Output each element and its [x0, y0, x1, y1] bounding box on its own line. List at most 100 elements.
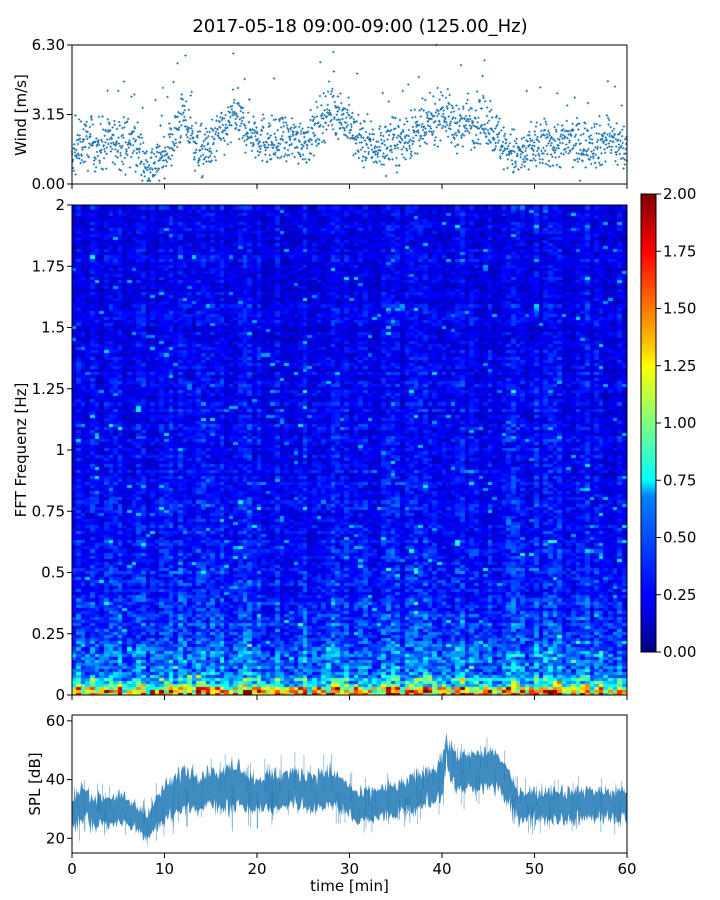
wind-point: [210, 152, 213, 155]
wind-point: [604, 160, 607, 163]
wind-point: [247, 111, 250, 114]
wind-point: [577, 138, 580, 142]
wind-point: [515, 142, 518, 145]
wind-point: [230, 124, 233, 127]
wind-point: [80, 154, 83, 157]
wind-point: [570, 134, 573, 137]
wind-point: [394, 116, 397, 120]
wind-point: [389, 144, 393, 148]
wind-point: [273, 132, 276, 135]
wind-point: [330, 118, 333, 122]
spl-x-ticks: 0 10 20 30 40 50 60: [67, 853, 637, 878]
wind-point: [483, 59, 486, 62]
wind-point: [377, 148, 381, 152]
wind-point: [521, 151, 524, 154]
wind-point: [539, 86, 542, 89]
wind-point: [561, 141, 564, 145]
wind-point: [201, 147, 204, 150]
wind-point: [251, 131, 254, 135]
wind-point: [222, 137, 225, 140]
wind-point: [491, 136, 495, 139]
wind-point: [78, 134, 81, 137]
wind-point: [283, 155, 286, 158]
wind-point: [315, 115, 319, 118]
wind-point: [114, 154, 117, 158]
wind-point: [332, 94, 335, 98]
wind-point: [267, 122, 271, 125]
wind-y-tick-label: 3.15: [32, 106, 65, 124]
wind-point: [348, 131, 351, 135]
wind-point: [329, 120, 332, 123]
wind-point: [155, 170, 158, 173]
wind-point: [131, 151, 134, 155]
wind-point: [88, 125, 92, 129]
wind-point: [508, 142, 511, 145]
wind-point: [502, 150, 505, 153]
wind-point: [510, 159, 514, 162]
wind-point: [231, 88, 235, 91]
wind-point: [407, 134, 410, 138]
wind-point: [489, 99, 492, 103]
wind-point: [437, 123, 440, 127]
wind-point: [356, 136, 360, 139]
wind-point: [189, 116, 192, 119]
wind-point: [605, 138, 608, 141]
wind-point: [408, 138, 412, 141]
wind-point: [117, 142, 121, 145]
wind-point: [513, 140, 517, 143]
wind-point: [410, 150, 413, 153]
wind-point: [204, 138, 207, 141]
wind-point: [244, 151, 247, 154]
wind-point: [447, 115, 450, 118]
wind-point: [543, 134, 546, 137]
wind-point: [82, 138, 86, 141]
wind-point: [124, 152, 128, 155]
wind-point: [105, 152, 108, 156]
wind-point: [103, 147, 106, 151]
wind-point: [575, 124, 578, 127]
wind-point: [553, 151, 556, 154]
wind-point: [486, 129, 490, 132]
wind-point: [128, 139, 131, 142]
wind-point: [174, 142, 178, 145]
wind-point: [148, 179, 152, 182]
wind-point: [262, 117, 266, 120]
wind-point: [292, 134, 295, 137]
wind-point: [528, 130, 531, 133]
wind-point: [300, 146, 304, 150]
wind-point: [433, 139, 436, 142]
wind-point: [305, 131, 308, 134]
wind-point: [349, 128, 353, 131]
wind-point: [410, 139, 414, 142]
wind-point: [162, 165, 165, 168]
wind-point: [169, 132, 172, 136]
wind-point: [311, 127, 314, 130]
wind-point: [113, 163, 117, 166]
wind-point: [169, 146, 173, 150]
wind-point: [102, 157, 106, 160]
wind-point: [415, 130, 418, 133]
wind-point: [462, 124, 465, 128]
wind-point: [557, 155, 561, 158]
wind-point: [294, 137, 297, 141]
wind-point: [495, 116, 498, 119]
wind-point: [251, 141, 255, 145]
wind-point: [290, 126, 293, 129]
wind-point: [543, 128, 547, 132]
wind-point: [412, 136, 415, 139]
wind-point: [594, 161, 597, 164]
wind-point: [547, 159, 551, 163]
wind-point: [177, 128, 180, 132]
wind-point: [503, 147, 506, 150]
wind-point: [75, 153, 78, 157]
wind-point: [260, 129, 264, 132]
wind-point: [578, 179, 582, 182]
wind-point: [102, 144, 105, 147]
wind-point: [288, 138, 292, 142]
wind-point: [288, 153, 291, 157]
spl-y-ticks: 20 40 60: [46, 712, 72, 847]
wind-point: [434, 120, 437, 123]
wind-point: [434, 111, 438, 114]
wind-point: [607, 142, 610, 145]
wind-point: [388, 130, 391, 133]
